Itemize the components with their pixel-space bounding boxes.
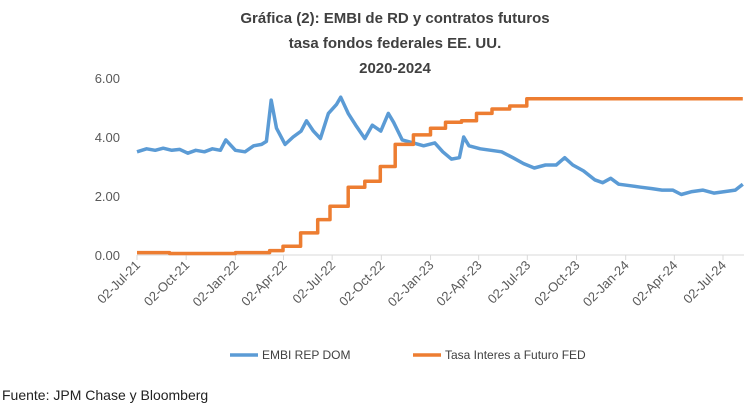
y-tick-label: 2.00: [95, 189, 120, 204]
legend-label-fed: Tasa Interes a Futuro FED: [445, 348, 586, 362]
chart-title-line-3: 2020-2024: [359, 60, 431, 77]
legend: EMBI REP DOM Tasa Interes a Futuro FED: [230, 348, 586, 362]
y-tick-label: 6.00: [95, 71, 120, 86]
x-tick-label: 02-Apr-24: [629, 258, 680, 309]
x-tick-label: 02-Jan-22: [189, 258, 241, 310]
x-tick-label: 02-Jul-23: [484, 258, 533, 307]
x-tick-label: 02-Oct-22: [336, 258, 387, 309]
source-note: Fuente: JPM Chase y Bloomberg: [2, 387, 208, 403]
x-tick-label: 02-Oct-21: [141, 258, 192, 309]
chart-title-line-1: Gráfica (2): EMBI de RD y contratos futu…: [240, 10, 549, 27]
x-tick-label: 02-Oct-23: [531, 258, 582, 309]
x-tick-label: 02-Jul-21: [94, 258, 143, 307]
x-tick-label: 02-Apr-22: [238, 258, 289, 309]
y-axis: 0.00 2.00 4.00 6.00: [95, 71, 120, 263]
series-line-embi: [136, 95, 744, 197]
chart-title-line-2: tasa fondos federales EE. UU.: [289, 35, 502, 52]
x-tick-label: 02-Jul-24: [680, 258, 729, 307]
x-tick-label: 02-Jan-23: [385, 258, 437, 310]
y-tick-label: 4.00: [95, 130, 120, 145]
series-line-fed: [137, 96, 743, 256]
y-tick-label: 0.00: [95, 248, 120, 263]
x-tick-label: 02-Jul-22: [289, 258, 338, 307]
series-group: [136, 95, 744, 256]
x-tick-label: 02-Apr-23: [433, 258, 484, 309]
legend-label-embi: EMBI REP DOM: [262, 348, 350, 362]
x-tick-label: 02-Jan-24: [580, 258, 632, 310]
